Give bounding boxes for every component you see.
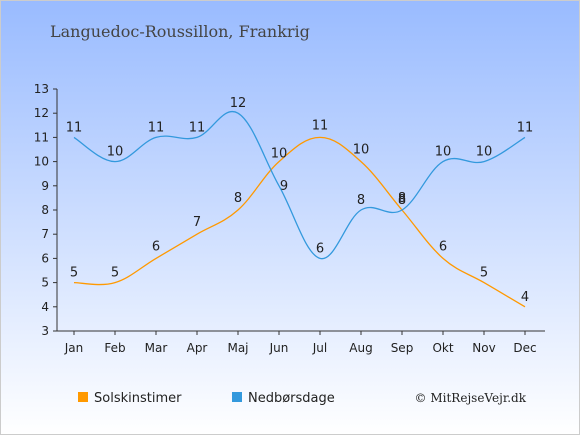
data-label-nedborsdage: 10 — [435, 145, 452, 160]
x-tick-label: Jul — [312, 341, 327, 355]
data-label-solskinstimer: 5 — [111, 266, 119, 281]
legend: Solskinstimer Nedbørsdage — [78, 391, 335, 406]
data-label-nedborsdage: 8 — [398, 193, 406, 208]
series-line-solskinstimer — [73, 136, 526, 308]
y-tick-label: 10 — [34, 155, 49, 169]
data-label-nedborsdage: 9 — [280, 179, 288, 194]
x-tick-label: Aug — [349, 341, 372, 355]
data-label-solskinstimer: 4 — [521, 290, 529, 305]
legend-label-nedborsdage: Nedbørsdage — [248, 391, 335, 406]
axes: 3 4 5 6 7 8 9 10 11 12 13 Jan Feb Mar Apr Maj Jun Jul Aug S… — [34, 82, 545, 355]
data-label-solskinstimer: 10 — [271, 147, 288, 162]
y-tick-label: 5 — [41, 276, 49, 290]
x-tick-label: Apr — [187, 341, 208, 355]
data-label-nedborsdage: 12 — [230, 96, 247, 111]
data-label-nedborsdage: 11 — [148, 120, 165, 135]
data-label-nedborsdage: 6 — [316, 241, 324, 256]
y-tick-label: 13 — [34, 82, 49, 96]
data-label-solskinstimer: 10 — [353, 143, 370, 158]
x-tick-label: Mar — [145, 341, 168, 355]
x-tick-label: Feb — [104, 341, 125, 355]
y-tick-label: 6 — [41, 251, 49, 265]
credit-text: © MitRejseVejr.dk — [415, 391, 527, 405]
data-label-nedborsdage: 10 — [476, 145, 493, 160]
y-tick-label: 8 — [41, 203, 49, 217]
legend-swatch-nedborsdage — [232, 392, 242, 402]
data-label-solskinstimer: 11 — [312, 118, 329, 133]
chart-title: Languedoc-Roussillon, Frankrig — [50, 22, 310, 41]
y-tick-label: 12 — [34, 106, 49, 120]
y-tick-label: 9 — [41, 179, 49, 193]
data-label-solskinstimer: 7 — [193, 215, 201, 230]
data-label-nedborsdage: 11 — [189, 120, 206, 135]
data-label-nedborsdage: 11 — [517, 120, 534, 135]
data-label-solskinstimer: 8 — [234, 191, 242, 206]
data-label-nedborsdage: 10 — [107, 145, 124, 160]
legend-label-solskinstimer: Solskinstimer — [94, 391, 182, 406]
data-label-solskinstimer: 5 — [480, 266, 488, 281]
x-tick-label: Jun — [269, 341, 289, 355]
y-tick-label: 11 — [34, 130, 49, 144]
x-tick-label: Okt — [432, 341, 453, 355]
data-label-nedborsdage: 11 — [66, 120, 83, 135]
data-label-solskinstimer: 8 — [398, 191, 406, 206]
data-label-nedborsdage: 8 — [357, 193, 365, 208]
y-tick-label: 7 — [41, 227, 49, 241]
x-tick-label: Nov — [472, 341, 495, 355]
legend-swatch-solskinstimer — [78, 392, 88, 402]
series-lines — [73, 110, 526, 308]
y-tick-label: 3 — [41, 324, 49, 338]
data-label-solskinstimer: 5 — [70, 266, 78, 281]
x-tick-label: Maj — [227, 341, 248, 355]
x-tick-label: Jan — [64, 341, 84, 355]
x-tick-label: Sep — [391, 341, 414, 355]
data-label-solskinstimer: 6 — [439, 239, 447, 254]
series-line-nedborsdage — [73, 110, 526, 260]
data-label-solskinstimer: 6 — [152, 239, 160, 254]
x-tick-label: Dec — [513, 341, 536, 355]
y-tick-label: 4 — [41, 300, 49, 314]
